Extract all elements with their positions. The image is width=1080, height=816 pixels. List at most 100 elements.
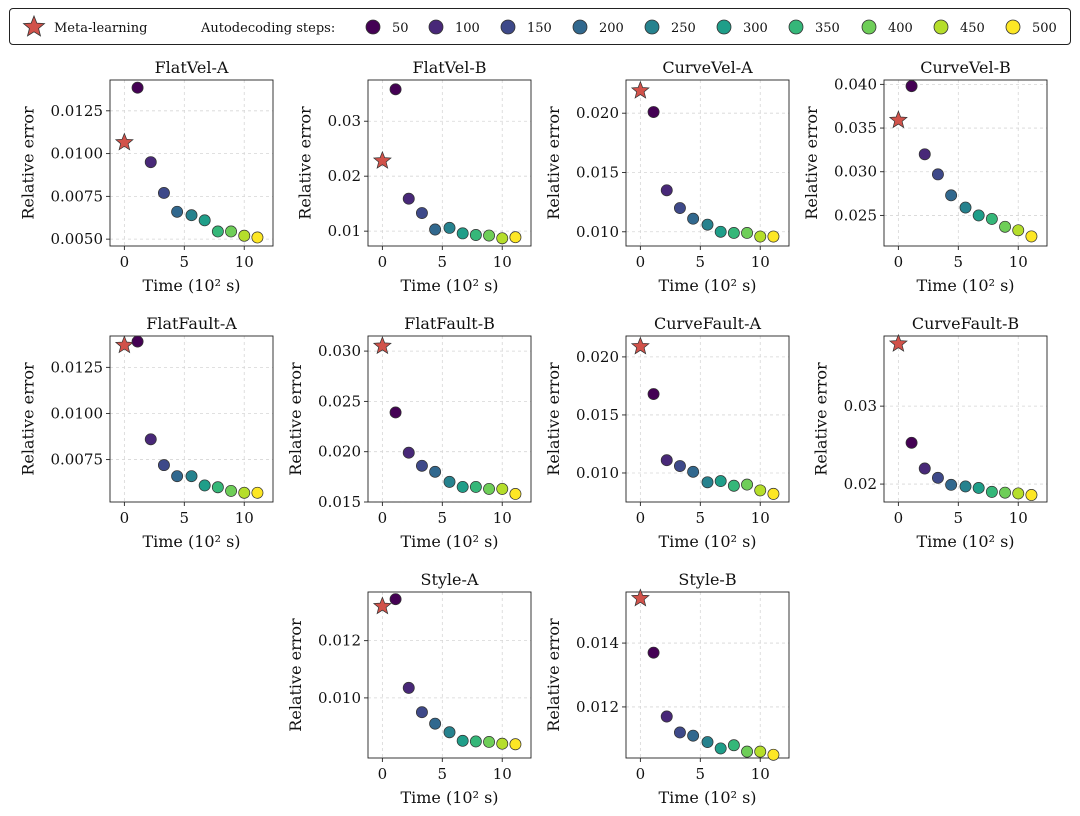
autodecoding-point-250: [959, 201, 972, 214]
autodecoding-point-150: [931, 471, 944, 484]
autodecoding-point-300: [456, 227, 469, 240]
panel-flatvel-a: 0 5 10 0.0050 0.0075 0.0100 0.0125 FlatVel-A Tim…: [18, 58, 274, 295]
autodecoding-point-250: [185, 209, 198, 222]
panel-curvevel-a: 0 5 10 0.010 0.015 0.020 CurveVel-A Time (10² s…: [544, 58, 790, 295]
autodecoding-point-350: [469, 229, 482, 241]
autodecoding-point-200: [687, 212, 700, 225]
x-tick-label: 10: [751, 253, 770, 271]
y-tick-label: 0.025: [318, 392, 361, 410]
x-tick-label: 5: [438, 765, 448, 783]
y-axis-label: Relative error: [18, 362, 37, 476]
autodecoding-point-100: [918, 148, 931, 161]
x-tick-label: 10: [493, 253, 512, 271]
x-tick-label: 0: [378, 509, 388, 527]
autodecoding-point-200: [171, 205, 184, 218]
panel-title: Style-B: [678, 570, 736, 589]
autodecoding-point-300: [714, 225, 727, 238]
autodecoding-point-400: [483, 736, 496, 748]
meta-learning-point: [630, 588, 650, 607]
autodecoding-point-400: [741, 745, 754, 758]
y-tick-label: 0.020: [576, 348, 619, 366]
y-tick-label: 0.040: [834, 75, 877, 93]
autodecoding-point-400: [225, 484, 238, 497]
legend-marker-450: [933, 19, 949, 35]
autodecoding-point-450: [754, 484, 767, 497]
x-tick-label: 5: [696, 765, 706, 783]
y-tick-label: 0.01: [328, 222, 361, 240]
autodecoding-point-300: [714, 475, 727, 488]
autodecoding-point-500: [767, 487, 780, 500]
panel-title: CurveVel-B: [920, 58, 1011, 77]
autodecoding-point-500: [767, 748, 780, 761]
x-tick-label: 5: [954, 509, 964, 527]
legend-step-150: 150: [527, 21, 552, 36]
y-tick-label: 0.010: [318, 689, 361, 707]
axes-frame: [109, 335, 274, 503]
legend-marker-250: [644, 19, 660, 35]
autodecoding-point-50: [131, 81, 144, 94]
y-tick-label: 0.0100: [51, 145, 104, 163]
autodecoding-point-450: [238, 486, 251, 499]
autodecoding-point-100: [660, 710, 673, 723]
y-tick-label: 0.020: [318, 443, 361, 461]
x-tick-label: 5: [696, 253, 706, 271]
panel-title: CurveVel-A: [662, 58, 753, 77]
legend-step-250: 250: [671, 21, 696, 36]
legend-marker-350: [788, 19, 804, 35]
autodecoding-point-250: [443, 475, 456, 488]
x-tick-label: 10: [235, 509, 254, 527]
panel-style-b: 0 5 10 0.012 0.014 Style-B Time (10² s) Relativ…: [544, 570, 790, 807]
legend-marker-200: [572, 19, 588, 35]
y-tick-label: 0.025: [834, 206, 877, 224]
x-tick-label: 5: [438, 509, 448, 527]
autodecoding-point-400: [225, 225, 238, 238]
meta-learning-point: [372, 150, 392, 169]
x-tick-label: 5: [180, 253, 190, 271]
autodecoding-point-350: [727, 739, 740, 752]
legend-step-500: 500: [1032, 21, 1057, 36]
autodecoding-point-250: [443, 726, 456, 739]
autodecoding-point-150: [415, 459, 428, 472]
autodecoding-point-50: [131, 335, 144, 348]
x-axis-label: Time (10² s): [400, 276, 498, 295]
autodecoding-point-50: [647, 106, 660, 118]
axes-frame: [367, 335, 532, 503]
autodecoding-point-150: [157, 459, 170, 472]
x-axis-label: Time (10² s): [916, 276, 1014, 295]
axes-frame: [625, 79, 790, 247]
autodecoding-point-150: [673, 460, 686, 472]
x-tick-label: 10: [751, 765, 770, 783]
panel-title: Style-A: [421, 570, 479, 589]
y-axis-label: Relative error: [544, 362, 563, 476]
x-tick-label: 10: [235, 253, 254, 271]
legend-marker-100: [428, 19, 444, 35]
legend-marker-300: [716, 19, 732, 35]
y-tick-label: 0.015: [576, 406, 619, 424]
meta-learning-point: [888, 110, 908, 129]
x-tick-label: 0: [894, 253, 904, 271]
legend-step-400: 400: [888, 21, 913, 36]
y-tick-label: 0.0075: [51, 451, 104, 469]
autodecoding-point-50: [647, 646, 660, 659]
autodecoding-point-300: [972, 209, 985, 222]
autodecoding-point-50: [647, 388, 660, 400]
axes-frame: [625, 591, 790, 759]
autodecoding-point-200: [687, 729, 700, 742]
autodecoding-point-100: [144, 156, 157, 169]
meta-learning-point: [114, 132, 134, 151]
autodecoding-point-350: [211, 481, 224, 494]
autodecoding-point-450: [1012, 224, 1025, 237]
legend-marker-500: [1005, 19, 1021, 35]
autodecoding-point-400: [741, 227, 754, 239]
legend-step-50: 50: [392, 21, 409, 36]
y-tick-label: 0.0125: [51, 358, 104, 376]
y-tick-label: 0.012: [576, 698, 619, 716]
y-tick-label: 0.015: [576, 163, 619, 181]
autodecoding-point-100: [402, 681, 415, 694]
autodecoding-point-500: [251, 486, 264, 499]
y-axis-label: Relative error: [286, 618, 305, 732]
autodecoding-point-150: [415, 706, 428, 719]
autodecoding-point-50: [389, 593, 402, 606]
autodecoding-point-300: [198, 214, 211, 227]
autodecoding-point-50: [389, 406, 402, 419]
